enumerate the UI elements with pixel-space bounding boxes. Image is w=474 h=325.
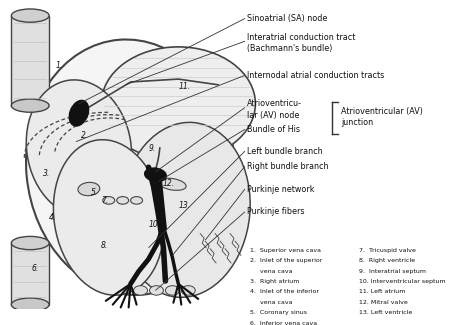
Text: 9.: 9. bbox=[148, 144, 156, 153]
Ellipse shape bbox=[120, 123, 250, 297]
Text: Purkinje network: Purkinje network bbox=[247, 185, 314, 193]
Text: 9.  Interatrial septum: 9. Interatrial septum bbox=[359, 269, 426, 274]
Text: 6.: 6. bbox=[31, 264, 38, 273]
Text: (Bachmann's bundle): (Bachmann's bundle) bbox=[247, 44, 332, 53]
Text: 6.  Inferior vena cava: 6. Inferior vena cava bbox=[250, 321, 317, 325]
Text: junction: junction bbox=[341, 118, 374, 127]
Ellipse shape bbox=[26, 80, 132, 217]
Ellipse shape bbox=[101, 47, 255, 161]
Text: 2.: 2. bbox=[81, 131, 88, 140]
Text: 12.: 12. bbox=[163, 179, 174, 188]
Text: Atrioventricular (AV): Atrioventricular (AV) bbox=[341, 107, 423, 116]
Text: 10.: 10. bbox=[148, 220, 161, 228]
Text: 7.: 7. bbox=[101, 196, 108, 205]
Text: 1.: 1. bbox=[56, 61, 64, 70]
Text: 8.  Right ventricle: 8. Right ventricle bbox=[359, 258, 415, 263]
Text: Interatrial conduction tract: Interatrial conduction tract bbox=[247, 33, 356, 42]
Ellipse shape bbox=[159, 178, 186, 190]
Text: 12. Mitral valve: 12. Mitral valve bbox=[359, 300, 408, 305]
Ellipse shape bbox=[117, 197, 128, 204]
Ellipse shape bbox=[54, 140, 164, 295]
Text: lar (AV) node: lar (AV) node bbox=[247, 111, 299, 120]
Ellipse shape bbox=[134, 286, 147, 295]
Text: vena cava: vena cava bbox=[250, 269, 292, 274]
Text: 4.  Inlet of the inferior: 4. Inlet of the inferior bbox=[250, 290, 319, 294]
Text: Right bundle branch: Right bundle branch bbox=[247, 162, 328, 171]
Ellipse shape bbox=[131, 197, 143, 204]
Ellipse shape bbox=[11, 298, 49, 311]
Text: 5.: 5. bbox=[91, 188, 98, 197]
Ellipse shape bbox=[26, 39, 235, 295]
Text: Bundle of His: Bundle of His bbox=[247, 125, 300, 134]
Text: 1.  Superior vena cava: 1. Superior vena cava bbox=[250, 248, 321, 253]
Bar bbox=[11, 16, 49, 106]
Bar bbox=[11, 243, 49, 305]
Text: Left bundle branch: Left bundle branch bbox=[247, 147, 323, 156]
Text: 2.  Inlet of the superior: 2. Inlet of the superior bbox=[250, 258, 322, 263]
Ellipse shape bbox=[11, 99, 49, 112]
Text: 3.: 3. bbox=[43, 169, 50, 178]
Ellipse shape bbox=[69, 100, 89, 126]
Ellipse shape bbox=[182, 286, 195, 295]
Ellipse shape bbox=[78, 182, 100, 196]
Ellipse shape bbox=[149, 286, 164, 295]
Text: Sinoatrial (SA) node: Sinoatrial (SA) node bbox=[247, 14, 328, 23]
Text: 7.  Tricuspid valve: 7. Tricuspid valve bbox=[359, 248, 416, 253]
Ellipse shape bbox=[11, 9, 49, 22]
Ellipse shape bbox=[165, 286, 179, 295]
Text: Purkinje fibers: Purkinje fibers bbox=[247, 207, 304, 216]
Text: 11. Left atrium: 11. Left atrium bbox=[359, 290, 406, 294]
Text: 4.: 4. bbox=[49, 213, 56, 222]
Text: Atrioventricu-: Atrioventricu- bbox=[247, 99, 302, 108]
Ellipse shape bbox=[145, 168, 166, 182]
Text: 13.: 13. bbox=[178, 201, 191, 210]
Text: 3.  Right atrium: 3. Right atrium bbox=[250, 279, 299, 284]
Text: 5.  Coronary sinus: 5. Coronary sinus bbox=[250, 310, 307, 315]
Text: 8.: 8. bbox=[101, 241, 108, 250]
Text: 11.: 11. bbox=[178, 82, 191, 91]
Ellipse shape bbox=[103, 197, 115, 204]
Text: Internodal atrial conduction tracts: Internodal atrial conduction tracts bbox=[247, 71, 384, 80]
Ellipse shape bbox=[11, 236, 49, 250]
Text: vena cava: vena cava bbox=[250, 300, 292, 305]
Text: 13. Left ventricle: 13. Left ventricle bbox=[359, 310, 412, 315]
Text: 10. Interventricular septum: 10. Interventricular septum bbox=[359, 279, 446, 284]
